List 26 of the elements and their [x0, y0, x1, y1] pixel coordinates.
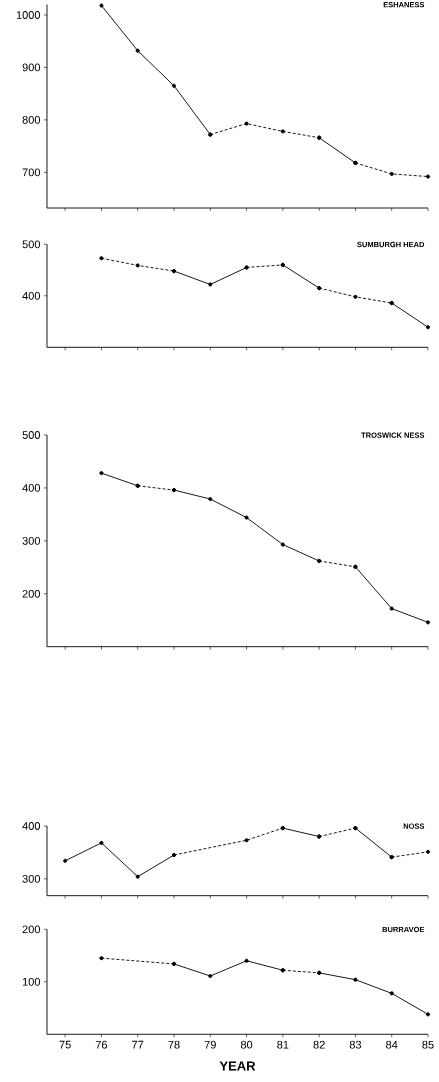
y-tick-label: 400 [22, 484, 41, 492]
y-tick-label: 1000 [16, 11, 41, 19]
y-tick-label: 700 [22, 168, 41, 177]
y-tick-label: 400 [22, 291, 41, 300]
y-tick-label: 500 [22, 240, 41, 249]
y-tick-label: 800 [22, 116, 41, 124]
x-tick-label: 85 [422, 1040, 434, 1049]
y-tick-label: 300 [22, 536, 41, 545]
x-tick-label: 81 [277, 1040, 289, 1049]
x-tick-label: 83 [349, 1040, 362, 1049]
x-tick-label: 84 [386, 1040, 398, 1049]
y-tick-label: 100 [22, 977, 41, 986]
y-tick-label: 400 [22, 822, 41, 830]
y-tick-label: 200 [22, 925, 41, 934]
x-tick-label: 77 [132, 1040, 144, 1049]
y-tick-label: 900 [22, 63, 41, 72]
x-tick-label: 80 [240, 1040, 253, 1049]
x-axis-title: YEAR [219, 1061, 256, 1071]
y-tick-label: 200 [22, 589, 41, 598]
x-tick-label: 76 [95, 1040, 108, 1049]
x-tick-label: 75 [59, 1040, 71, 1049]
x-tick-label: 78 [168, 1040, 180, 1049]
y-tick-label: 500 [22, 431, 41, 439]
x-tick-label: 82 [313, 1040, 325, 1049]
y-tick-label: 300 [22, 874, 41, 883]
x-tick-label: 79 [204, 1040, 216, 1049]
